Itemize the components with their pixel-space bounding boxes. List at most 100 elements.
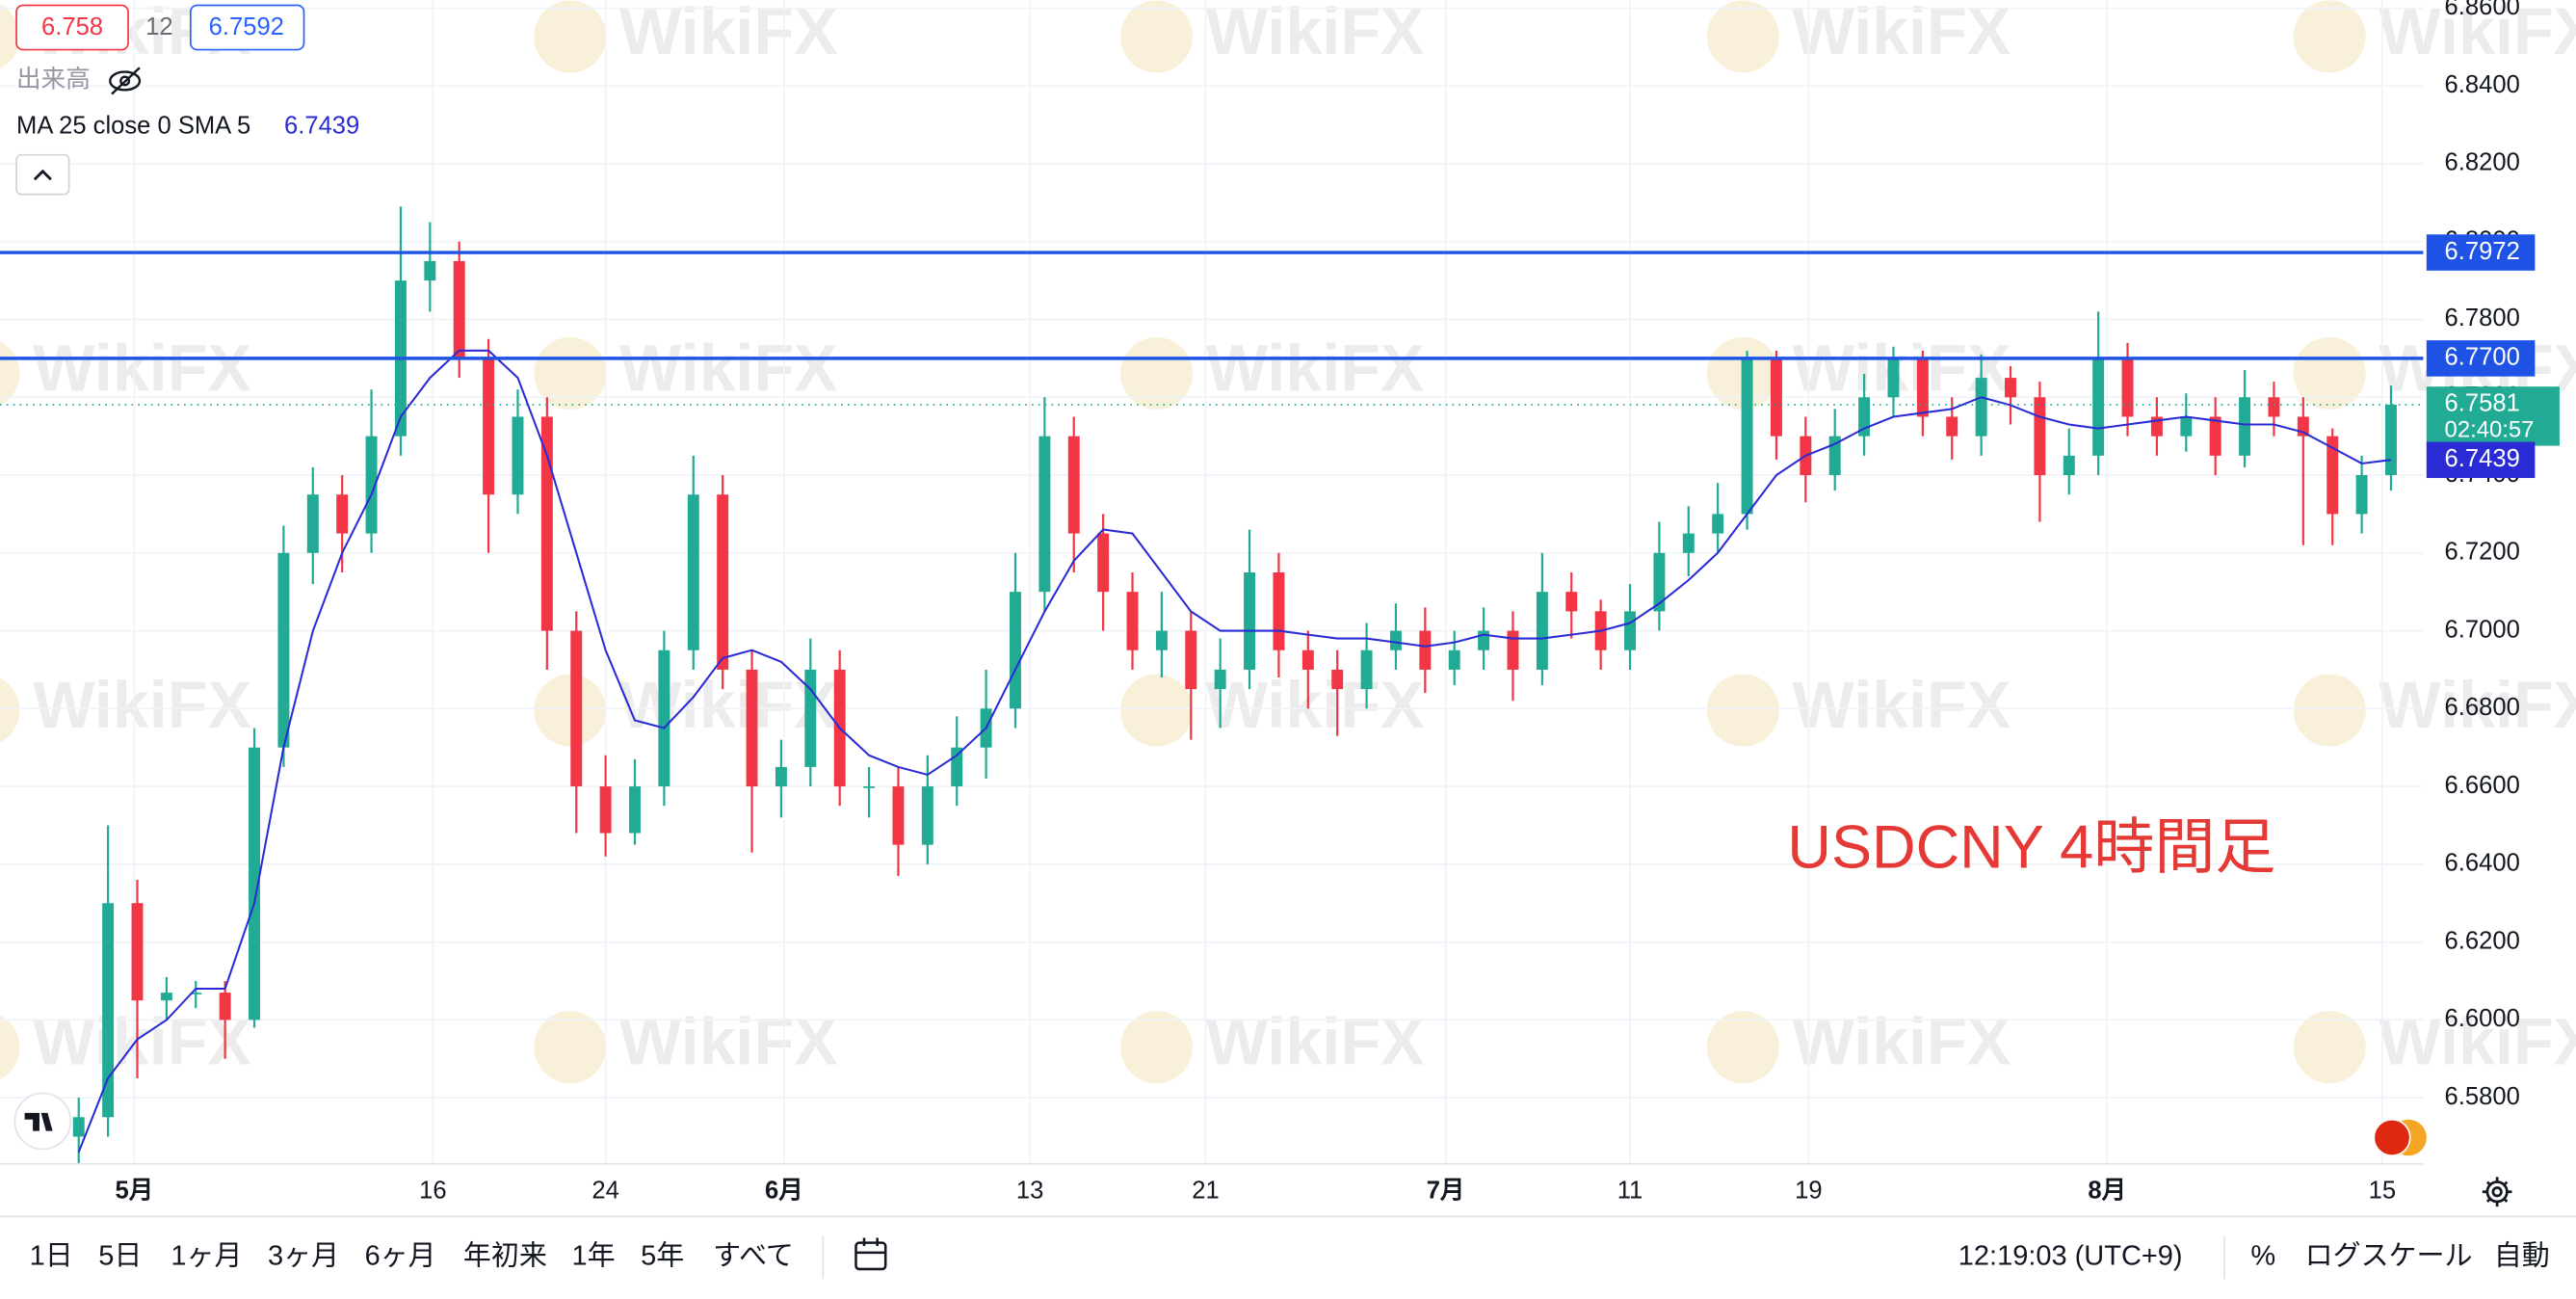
y-tick-label: 6.7200 xyxy=(2445,539,2520,566)
candle-body xyxy=(921,786,933,845)
candle-body xyxy=(1419,630,1432,670)
candle-body xyxy=(1741,358,1753,515)
candle-body xyxy=(2150,416,2163,437)
x-tick-label: 24 xyxy=(591,1178,618,1205)
log-button[interactable]: ログスケール xyxy=(2305,1240,2473,1272)
candle-body xyxy=(483,358,495,495)
candle-body xyxy=(1244,571,1256,670)
candle-body xyxy=(951,747,963,787)
watermark-logo xyxy=(534,674,607,747)
candle-body xyxy=(1214,669,1226,690)
y-tick-label: 6.7800 xyxy=(2445,305,2520,331)
candle-body xyxy=(453,260,465,358)
range-button[interactable]: 6ヶ月 xyxy=(365,1241,436,1272)
candle-body xyxy=(1067,436,1080,534)
watermark-logo xyxy=(1706,0,1779,73)
settings-icon[interactable] xyxy=(2482,1177,2512,1207)
watermark-logo xyxy=(534,1011,607,1084)
candle-body xyxy=(1828,436,1841,476)
ma-legend: MA 25 close 0 SMA 5 xyxy=(16,112,250,139)
candle-body xyxy=(2034,397,2046,476)
range-button[interactable]: 5年 xyxy=(641,1240,684,1272)
candle-body xyxy=(687,494,699,650)
y-tick-label: 6.8200 xyxy=(2445,149,2520,176)
candle-body xyxy=(2326,436,2339,515)
watermark: WikiFX xyxy=(1206,669,1425,742)
watermark: WikiFX xyxy=(1206,1006,1425,1079)
plot xyxy=(0,206,2424,1164)
x-tick-label: 15 xyxy=(2369,1178,2396,1205)
range-button[interactable]: 1年 xyxy=(571,1240,615,1272)
price-box xyxy=(2426,234,2536,271)
current-price-label: 6.7581 xyxy=(2445,390,2520,417)
y-tick-label: 6.5800 xyxy=(2445,1083,2520,1110)
y-tick-label: 6.8400 xyxy=(2445,71,2520,98)
candle-body xyxy=(2121,358,2134,417)
range-button[interactable]: 1ヶ月 xyxy=(171,1241,242,1272)
y-tick-label: 6.8600 xyxy=(2445,0,2520,20)
candle-body xyxy=(512,416,524,495)
candle-body xyxy=(365,436,378,534)
logo xyxy=(24,1112,53,1131)
range-button[interactable]: 3ヶ月 xyxy=(268,1241,339,1272)
flag-icon xyxy=(2373,1118,2411,1157)
range-button[interactable]: 1日 xyxy=(30,1241,73,1272)
watermark: WikiFX xyxy=(1793,1006,2011,1079)
ma-price-label: 6.7439 xyxy=(2445,445,2520,472)
watermark: WikiFX xyxy=(2379,1006,2576,1079)
candle-body xyxy=(1565,592,1578,612)
y-tick-label: 6.7000 xyxy=(2445,616,2520,643)
ask-box[interactable] xyxy=(189,4,305,51)
candle-body xyxy=(863,786,876,788)
x-tick-label: 13 xyxy=(1016,1178,1043,1205)
candle-body xyxy=(2268,397,2280,417)
watermark: WikiFX xyxy=(2379,669,2576,742)
calendar-icon[interactable] xyxy=(854,1237,887,1271)
candle-body xyxy=(102,903,115,1118)
candle-body xyxy=(2355,475,2368,515)
y-tick-label: 6.6600 xyxy=(2445,772,2520,799)
candle-body xyxy=(1712,514,1724,534)
watermark-logo xyxy=(1706,674,1779,747)
price-box-label: 6.7972 xyxy=(2445,238,2520,265)
range-button[interactable]: すべて xyxy=(713,1241,794,1272)
candle-body xyxy=(658,650,670,787)
hide-icon[interactable] xyxy=(109,66,142,95)
candle-body xyxy=(2239,397,2251,456)
candle-body xyxy=(1360,650,1373,690)
candle-body xyxy=(1478,630,1490,650)
percent-button[interactable]: % xyxy=(2250,1241,2275,1272)
y-tick-label: 6.6400 xyxy=(2445,850,2520,877)
logo-badge[interactable] xyxy=(13,1092,72,1151)
range-button[interactable]: 年初来 xyxy=(463,1240,547,1272)
watermark: WikiFX xyxy=(2379,0,2576,68)
candle-body xyxy=(2005,378,2016,398)
candle-body xyxy=(190,993,202,994)
candle-body xyxy=(1301,650,1314,670)
watermark-logo xyxy=(1120,674,1194,747)
candle-body xyxy=(72,1117,85,1137)
candle-body xyxy=(746,669,758,787)
candle-body xyxy=(1448,650,1460,670)
candle-body xyxy=(2092,358,2105,456)
watermarks: WikiFX WikiFX WikiFX WikiFX WikiFX WikiFX Wiki… xyxy=(0,0,2576,1084)
axes: 6.5800 6.6000 6.6200 6.6400 6.6600 6.6800 6.70… xyxy=(116,0,2560,1205)
candle-body xyxy=(1126,592,1139,650)
candle-body xyxy=(1185,630,1197,690)
candle-body xyxy=(1155,630,1168,650)
x-tick-label: 8月 xyxy=(2088,1178,2126,1205)
watermark: WikiFX xyxy=(619,1006,838,1079)
range-button[interactable]: 5日 xyxy=(98,1241,142,1272)
candle-body xyxy=(131,903,144,1001)
auto-button[interactable]: 自動 xyxy=(2494,1240,2550,1272)
watermark-logo xyxy=(2293,0,2366,73)
watermark-logo xyxy=(2293,674,2366,747)
ask: 6.7592 xyxy=(209,13,284,40)
collapse-button[interactable] xyxy=(15,153,70,196)
bid-box[interactable] xyxy=(15,4,129,51)
x-tick-label: 21 xyxy=(1192,1178,1219,1205)
candle-body xyxy=(1389,630,1402,650)
watermark-logo xyxy=(534,0,607,73)
y-tick-label: 6.6000 xyxy=(2445,1005,2520,1032)
x-tick-label: 19 xyxy=(1795,1178,1822,1205)
